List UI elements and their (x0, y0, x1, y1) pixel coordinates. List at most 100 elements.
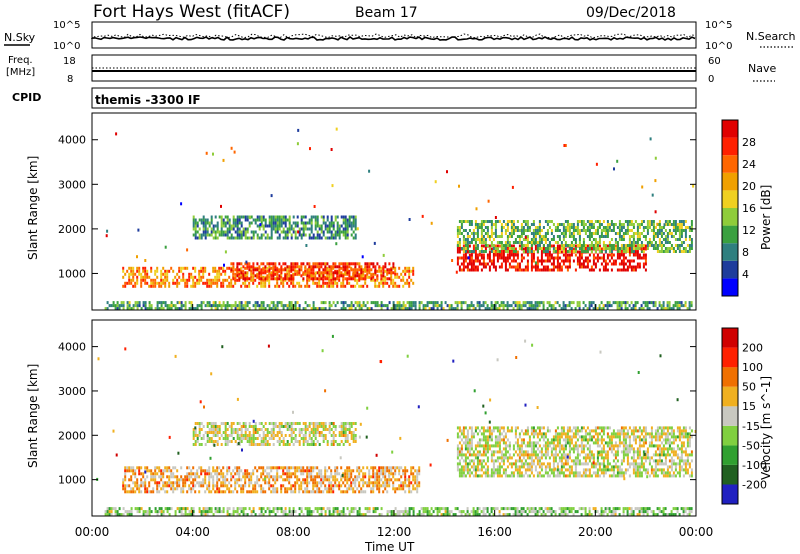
range-cell (524, 444, 527, 448)
range-cell (668, 301, 671, 305)
range-cell (326, 266, 329, 270)
range-cell (636, 241, 639, 244)
range-cell (238, 307, 241, 311)
range-cell (344, 490, 347, 494)
range-cell (524, 265, 527, 269)
range-cell (578, 262, 581, 266)
range-cell (298, 281, 301, 285)
range-cell (535, 261, 537, 265)
range-cell (292, 221, 295, 225)
range-cell (552, 471, 555, 475)
range-cell (318, 469, 321, 473)
range-cell (140, 466, 143, 470)
range-cell (410, 301, 413, 305)
range-cell (680, 229, 683, 232)
range-cell (528, 444, 531, 448)
range-cell (368, 481, 371, 485)
range-cell (532, 250, 535, 253)
range-cell (502, 426, 505, 430)
range-cell (474, 429, 477, 433)
range-cell (312, 265, 315, 269)
range-cell (516, 304, 519, 308)
range-cell (352, 304, 355, 308)
range-cell (242, 233, 245, 237)
range-cell (530, 301, 533, 305)
range-cell (144, 478, 147, 482)
range-cell (504, 453, 507, 457)
range-cell (128, 307, 131, 311)
range-cell (230, 475, 233, 479)
range-cell (298, 478, 301, 482)
range-cell (224, 233, 227, 237)
range-cell (284, 233, 287, 237)
range-cell (650, 241, 653, 244)
range-cell (618, 247, 621, 250)
range-cell (596, 441, 599, 445)
range-cell (316, 487, 319, 491)
range-cell (570, 447, 573, 451)
range-cell (360, 268, 363, 272)
range-cell (462, 220, 465, 223)
range-cell (320, 301, 323, 305)
range-cell (666, 304, 669, 308)
range-cell (510, 471, 513, 475)
range-cell (400, 487, 403, 491)
range-cell (492, 468, 495, 472)
range-cell (314, 277, 317, 281)
range-cell (270, 236, 273, 240)
range-cell (342, 218, 345, 222)
range-cell (252, 472, 255, 476)
range-cell (274, 262, 277, 266)
range-cell (372, 275, 375, 279)
range-cell (314, 227, 317, 231)
range-cell (470, 444, 473, 448)
range-cell (634, 307, 637, 311)
range-cell (274, 475, 277, 479)
range-cell (568, 453, 571, 457)
range-cell (564, 250, 567, 254)
range-cell (344, 218, 347, 222)
range-cell (588, 220, 591, 223)
range-cell (288, 478, 291, 482)
range-cell (278, 284, 281, 288)
range-cell (556, 235, 559, 238)
range-cell (564, 259, 567, 263)
range-cell (194, 472, 197, 476)
range-cell (472, 238, 475, 241)
range-cell (518, 244, 521, 248)
range-cell (562, 426, 565, 430)
range-cell (500, 235, 503, 238)
range-cell (576, 226, 579, 229)
range-cell (672, 229, 675, 232)
range-cell (574, 441, 577, 445)
range-cell (554, 450, 557, 454)
range-cell (314, 262, 317, 266)
range-cell (372, 484, 375, 488)
range-cell (524, 453, 527, 457)
range-cell (550, 453, 553, 457)
range-cell (366, 265, 369, 269)
range-cell (268, 268, 271, 272)
range-cell (228, 275, 231, 279)
range-cell (226, 221, 229, 225)
range-cell (352, 469, 355, 473)
range-cell (338, 265, 341, 269)
range-cell (464, 256, 467, 260)
range-cell (152, 478, 155, 482)
range-cell (194, 221, 197, 225)
range-cell (334, 265, 337, 269)
range-cell (356, 271, 359, 275)
range-cell (472, 262, 475, 266)
range-cell (258, 478, 261, 482)
range-cell (520, 307, 523, 311)
range-cell (136, 466, 139, 470)
range-cell (460, 268, 463, 272)
range-cell (502, 247, 505, 250)
range-cell (282, 221, 285, 225)
range-cell (224, 304, 227, 308)
range-cell (674, 220, 677, 223)
range-cell (492, 453, 495, 457)
range-cell (306, 466, 309, 470)
range-cell (182, 487, 185, 491)
range-cell (354, 233, 357, 237)
